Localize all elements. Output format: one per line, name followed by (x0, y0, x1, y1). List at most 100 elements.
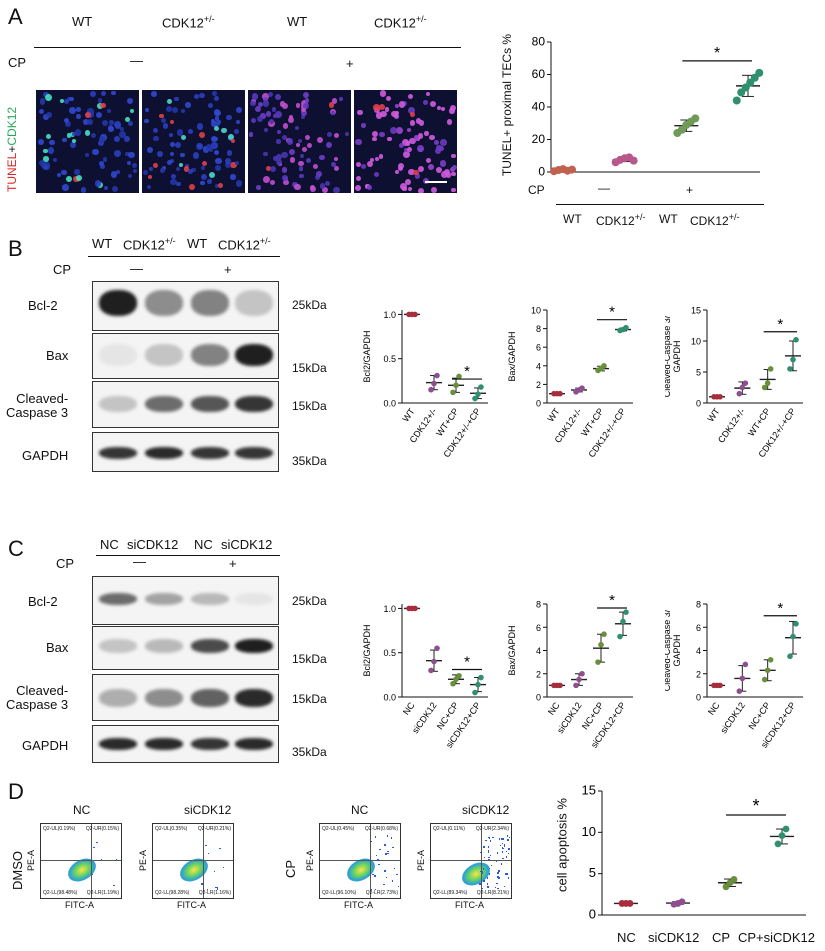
y-tick-label: 0 (536, 693, 541, 703)
blot-band (145, 396, 183, 412)
event-dot (481, 872, 483, 874)
panel-b-header-cdk-1: CDK12+/- (123, 236, 176, 253)
nucleus (389, 127, 397, 135)
nucleus (160, 168, 165, 173)
event-dot (216, 888, 218, 890)
event-dot (216, 886, 218, 888)
nucleus (119, 126, 124, 131)
blot-c-label-caspase: Cleaved- Caspase 3 (6, 683, 69, 712)
nucleus (333, 186, 340, 193)
blot-band (191, 290, 229, 316)
data-point (730, 876, 738, 883)
x-tick-label: NC+CP (746, 700, 772, 731)
event-dot (490, 864, 493, 867)
panel-a-cp-label: CP (8, 55, 27, 70)
nucleus (42, 164, 48, 170)
nucleus (304, 98, 310, 103)
nucleus (417, 165, 425, 172)
chart-d-x-cp-sicdk12: CP+siCDK12 (738, 930, 815, 945)
nucleus (174, 142, 181, 149)
data-point (478, 384, 484, 390)
data-point (595, 659, 601, 665)
nucleus (445, 172, 452, 178)
blot-c-label-bax: Bax (46, 640, 69, 655)
nucleus (130, 108, 135, 113)
y-axis-label: Cleaved-Caspase 3/GAPDH (665, 609, 682, 691)
data-point (767, 366, 774, 372)
nucleus (275, 153, 283, 161)
data-point (431, 380, 437, 387)
nucleus (221, 127, 228, 134)
blot-band (191, 639, 229, 653)
nucleus (406, 147, 413, 153)
panel-b-cp-minus: — (130, 261, 143, 276)
data-point (761, 384, 768, 391)
significance-star: * (714, 45, 720, 62)
chart-a-x-cdk-2: CDK12+/- (690, 212, 740, 228)
nucleus (403, 150, 411, 158)
panel-b-header-cdk-2: CDK12+/- (218, 236, 271, 253)
nucleus (153, 135, 159, 142)
data-point (742, 661, 749, 668)
panel-a-cp-plus: + (346, 56, 354, 71)
nucleus (409, 120, 415, 126)
panel-d-row-dmso: DMSO (10, 851, 25, 890)
y-axis-label: Bcl2/GAPDH (362, 330, 372, 382)
nucleus (423, 177, 430, 184)
nucleus (425, 92, 430, 97)
nucleus (123, 136, 130, 143)
nucleus (301, 109, 308, 116)
nucleus (198, 131, 206, 139)
y-tick-label: 10 (531, 306, 541, 316)
nucleus (305, 134, 311, 140)
event-dot (219, 847, 221, 850)
x-tick-label: WT+CP (746, 406, 772, 438)
blot-band (191, 593, 229, 605)
event-dot (487, 886, 489, 888)
chart-a-cp-label: CP (528, 183, 545, 197)
chart-d-ylabel: cell apoptosis % (554, 798, 570, 892)
blot-c-bcl2 (92, 576, 279, 625)
event-dot (479, 851, 481, 854)
data-point (626, 900, 634, 907)
x-tick-label: NC (546, 700, 562, 717)
nucleus (306, 143, 312, 149)
event-dot (486, 883, 489, 885)
gate-vertical (90, 824, 92, 898)
quadrant-ur: Q2-UR(0.68%) (364, 826, 398, 832)
nucleus (69, 141, 77, 149)
panel-c-header-nc-1: NC (100, 537, 119, 552)
nucleus (436, 144, 442, 151)
y-tick-label: 0.5 (383, 648, 396, 658)
nucleus (97, 140, 104, 147)
nucleus (188, 129, 194, 135)
nucleus (294, 125, 300, 130)
nucleus (413, 135, 419, 141)
data-point (598, 641, 604, 648)
nucleus (313, 164, 319, 170)
nucleus (298, 166, 303, 171)
event-dot (503, 845, 505, 847)
y-tick-label: 0.5 (383, 354, 396, 364)
nucleus (172, 107, 179, 114)
data-point (472, 689, 478, 696)
event-dot (374, 836, 377, 838)
y-axis-label: Bax/GAPDH (507, 331, 517, 381)
y-tick-label: 0.0 (383, 693, 396, 703)
nucleus (184, 163, 189, 168)
nucleus (200, 165, 206, 171)
event-dot (390, 837, 393, 839)
nucleus (303, 92, 310, 99)
nucleus (144, 119, 149, 124)
panel-a-stain-label: TUNEL+CDK12 (5, 106, 19, 192)
data-point (475, 681, 481, 688)
nucleus (185, 102, 191, 108)
nucleus (263, 127, 268, 132)
blot-band (235, 738, 273, 750)
data-point (742, 380, 749, 386)
event-dot (96, 841, 98, 843)
nucleus (288, 149, 296, 156)
nucleus (158, 113, 164, 119)
data-point (601, 363, 607, 369)
